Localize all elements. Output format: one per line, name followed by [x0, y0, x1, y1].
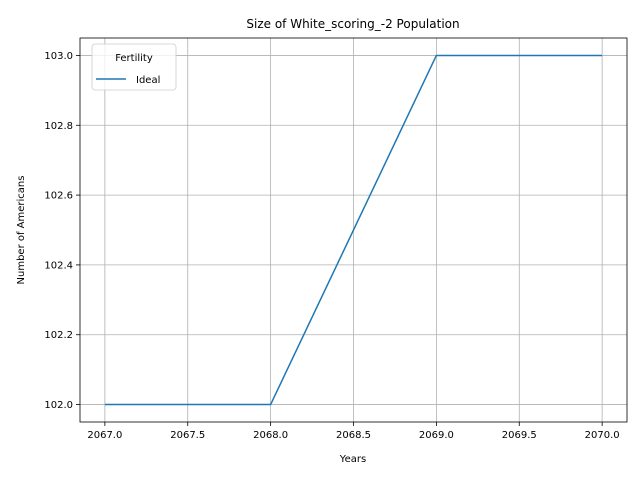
x-tick-label: 2068.5: [336, 430, 371, 441]
series-line-ideal: [104, 54, 603, 406]
y-tick-label: 102.8: [44, 121, 73, 132]
x-tick-label: 2068.0: [253, 430, 288, 441]
x-axis-ticks: 2067.0 2067.5 2068.0 2068.5 2069.0 2069.5 2070…: [87, 422, 620, 441]
legend-box: [91, 43, 177, 91]
y-axis-label: Number of Americans: [16, 176, 27, 285]
legend-title: Fertility: [115, 53, 153, 64]
x-tick-label: 2067.5: [170, 430, 205, 441]
y-tick-label: 102.6: [44, 191, 73, 202]
chart-title: Size of White_scoring_-2 Population: [246, 17, 459, 31]
x-tick-label: 2069.5: [502, 430, 537, 441]
legend-label-ideal: Ideal: [136, 75, 160, 86]
series-lines: [104, 54, 603, 406]
x-tick-label: 2069.0: [419, 430, 454, 441]
y-axis-ticks: 102.0 102.2 102.4 102.6 102.8 103.0: [44, 51, 80, 411]
x-axis-label: Years: [339, 454, 366, 465]
x-tick-label: 2067.0: [87, 430, 122, 441]
x-tick-label: 2070.0: [585, 430, 620, 441]
y-tick-label: 102.0: [44, 400, 73, 411]
legend: Fertility Ideal: [91, 43, 177, 91]
y-tick-label: 102.2: [44, 330, 73, 341]
y-tick-label: 103.0: [44, 51, 73, 62]
y-tick-label: 102.4: [44, 260, 73, 271]
